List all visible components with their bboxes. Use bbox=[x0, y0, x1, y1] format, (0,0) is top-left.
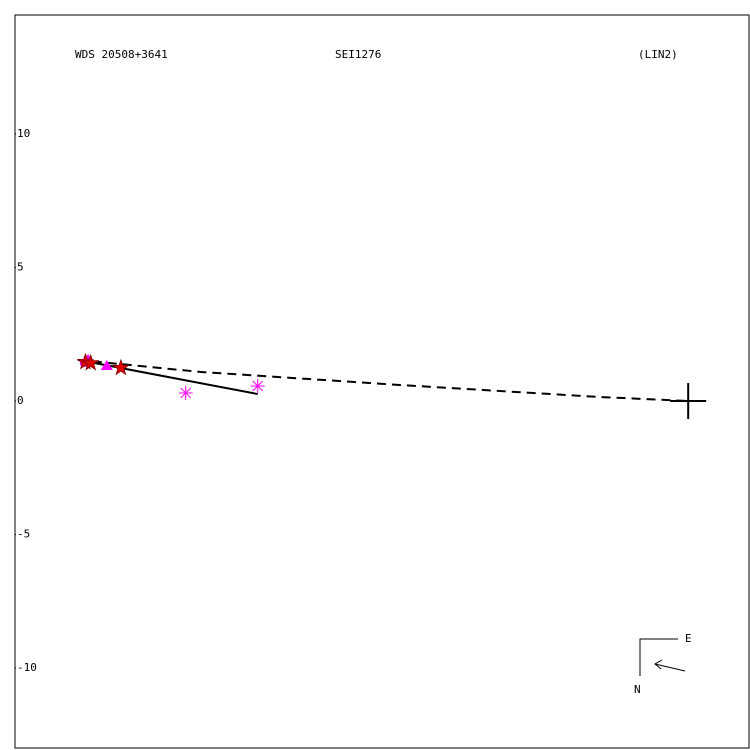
star-marker bbox=[81, 353, 100, 371]
dashed-line bbox=[77, 358, 689, 402]
compass-arrow bbox=[654, 663, 686, 672]
y-tick-label: 10 bbox=[17, 127, 30, 140]
y-tick-label: -10 bbox=[17, 661, 37, 674]
compass-axes bbox=[639, 638, 678, 676]
frame bbox=[14, 14, 750, 749]
triangle-point bbox=[100, 360, 113, 371]
asterisk-stroke bbox=[252, 380, 264, 392]
chart-title: WDS 20508+3641 bbox=[75, 48, 168, 61]
y-tick-label: 0 bbox=[17, 394, 24, 407]
asterisk-point bbox=[178, 385, 193, 400]
annotation: (LIN2) bbox=[638, 48, 678, 61]
chart-subtitle: SEI1276 bbox=[335, 48, 381, 61]
compass-east: E bbox=[685, 632, 692, 645]
y-tick-label: -5 bbox=[17, 527, 30, 540]
star-marker bbox=[112, 358, 130, 376]
triangle-marker bbox=[100, 360, 113, 371]
compass bbox=[639, 638, 686, 676]
compass-north: N bbox=[634, 683, 641, 696]
asterisk-stroke bbox=[180, 387, 192, 399]
star-point bbox=[112, 358, 130, 376]
star-point bbox=[81, 353, 100, 371]
asterisk-point bbox=[250, 379, 265, 394]
compass-arrowhead bbox=[654, 659, 663, 670]
y-tick-label: 5 bbox=[17, 261, 24, 274]
primary-star bbox=[670, 382, 707, 419]
